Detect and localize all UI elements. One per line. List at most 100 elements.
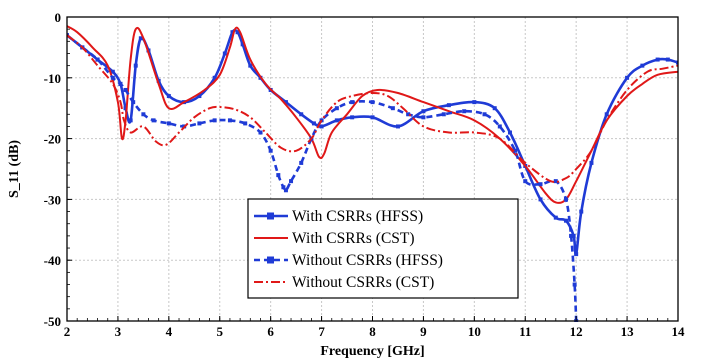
y-axis-label: S_11 (dB) <box>7 140 22 198</box>
data-point <box>299 112 304 117</box>
legend-item: With CSRRs (HFSS) <box>254 208 423 225</box>
data-point <box>665 57 670 62</box>
data-point <box>553 179 558 184</box>
x-tick-label: 14 <box>672 324 686 339</box>
data-point <box>283 188 288 193</box>
data-point <box>482 112 487 117</box>
x-axis-ticks: 2 3 4 5 6 7 8 9 10 11 12 13 14 <box>64 316 685 339</box>
data-point <box>212 75 217 80</box>
x-tick-label: 7 <box>318 324 325 339</box>
data-point <box>230 30 235 35</box>
data-point <box>133 63 138 68</box>
data-point <box>311 121 316 126</box>
data-point <box>563 197 568 202</box>
data-point <box>579 209 584 214</box>
data-point <box>128 118 133 123</box>
y-tick-label: -40 <box>44 253 61 268</box>
data-point <box>350 115 355 120</box>
data-point <box>276 173 281 178</box>
data-point <box>197 121 202 126</box>
legend-item: Without CSRRs (CST) <box>254 274 434 291</box>
data-point <box>513 148 518 153</box>
data-point <box>589 160 594 165</box>
data-point <box>462 109 467 114</box>
data-point <box>472 100 477 105</box>
data-point <box>283 100 288 105</box>
data-point <box>240 42 245 47</box>
data-point <box>553 215 558 220</box>
data-point <box>95 57 100 62</box>
data-point <box>268 148 273 153</box>
data-point <box>131 100 136 105</box>
y-tick-label: 0 <box>55 10 62 25</box>
data-point <box>441 112 446 117</box>
data-point <box>334 106 339 111</box>
data-point <box>390 106 395 111</box>
data-point <box>222 51 227 56</box>
data-point <box>421 109 426 114</box>
data-point <box>523 179 528 184</box>
data-point <box>123 106 128 111</box>
data-point <box>235 30 240 35</box>
data-point <box>151 118 156 123</box>
data-point <box>123 87 128 92</box>
x-tick-label: 11 <box>519 324 531 339</box>
data-point <box>281 185 286 190</box>
data-point <box>572 282 577 287</box>
data-point <box>212 118 217 123</box>
data-point <box>571 233 576 238</box>
x-tick-label: 13 <box>621 324 635 339</box>
data-point <box>248 63 253 68</box>
data-point <box>334 118 339 123</box>
data-point <box>289 179 294 184</box>
data-point <box>227 118 232 123</box>
data-point <box>350 100 355 105</box>
data-point <box>538 197 543 202</box>
data-point <box>507 130 512 135</box>
legend-box <box>247 198 519 299</box>
y-tick-label: -50 <box>44 314 61 329</box>
series-line <box>67 34 678 184</box>
data-point <box>258 130 263 135</box>
data-point <box>569 233 574 238</box>
data-point <box>604 112 609 117</box>
data-point <box>492 106 497 111</box>
data-point <box>118 81 123 86</box>
x-tick-label: 2 <box>64 324 71 339</box>
legend-label: With CSRRs (HFSS) <box>292 208 423 225</box>
x-tick-label: 9 <box>420 324 427 339</box>
data-point <box>640 63 645 68</box>
legend-marker <box>267 212 274 220</box>
data-point <box>141 112 146 117</box>
data-point <box>655 57 660 62</box>
data-point <box>166 121 171 126</box>
series-3 <box>67 34 678 184</box>
data-point <box>406 112 411 117</box>
series-layer <box>67 25 678 322</box>
x-tick-label: 6 <box>267 324 274 339</box>
legend-item: Without CSRRs (HFSS) <box>254 252 443 269</box>
data-point <box>370 115 375 120</box>
x-tick-label: 12 <box>570 324 583 339</box>
data-point <box>138 36 143 41</box>
legend-marker <box>267 256 274 264</box>
data-point <box>676 60 678 65</box>
x-tick-label: 10 <box>468 324 481 339</box>
data-point <box>395 124 400 129</box>
data-point <box>243 121 248 126</box>
data-point <box>370 100 375 105</box>
x-tick-label: 4 <box>166 324 173 339</box>
legend-label: Without CSRRs (CST) <box>292 274 434 291</box>
x-axis-label: Frequency [GHz] <box>320 344 424 359</box>
x-tick-label: 3 <box>115 324 122 339</box>
legend-label: Without CSRRs (HFSS) <box>292 252 443 269</box>
data-point <box>110 75 115 80</box>
data-point <box>574 252 579 257</box>
data-point <box>497 124 502 129</box>
data-point <box>319 124 324 129</box>
data-point <box>156 78 161 83</box>
y-tick-label: -30 <box>44 192 61 207</box>
data-point <box>110 69 115 74</box>
data-point <box>166 94 171 99</box>
data-point <box>446 103 451 108</box>
